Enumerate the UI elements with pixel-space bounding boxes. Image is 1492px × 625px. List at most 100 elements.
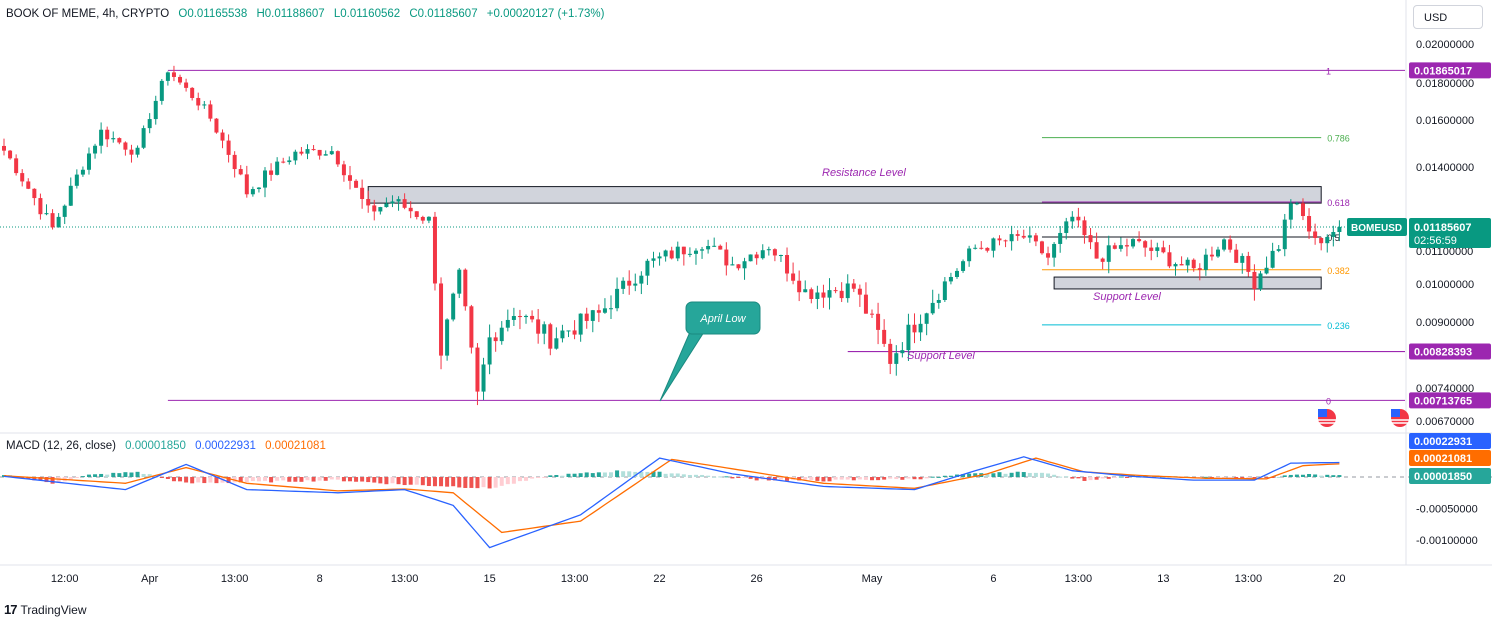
tradingview-icon: 17 bbox=[4, 602, 18, 617]
candle-body bbox=[1282, 219, 1287, 250]
fib-label-0-236: 0.236 bbox=[1327, 321, 1350, 331]
candle bbox=[111, 131, 116, 143]
candle bbox=[578, 313, 583, 342]
symbol-label[interactable]: BOOK OF MEME, 4h, CRYPTO bbox=[6, 8, 170, 20]
price-tick: 0.00900000 bbox=[1416, 317, 1474, 329]
price-tick: 0.01800000 bbox=[1416, 78, 1474, 90]
support-price-tag: 0.00828393 bbox=[1409, 343, 1491, 360]
candle-body bbox=[68, 185, 73, 206]
candle-body bbox=[384, 203, 389, 208]
price-tick: 0.01400000 bbox=[1416, 162, 1474, 174]
candle bbox=[62, 204, 67, 225]
candle-body bbox=[275, 161, 280, 175]
candle-body bbox=[1179, 264, 1184, 266]
macd-hist-bar bbox=[633, 471, 638, 477]
candle-body bbox=[669, 250, 674, 259]
candle-body bbox=[481, 364, 486, 392]
macd-hist-bar bbox=[645, 471, 650, 477]
currency-button[interactable]: USD bbox=[1413, 5, 1483, 29]
candle bbox=[396, 196, 401, 211]
candle-body bbox=[748, 254, 753, 262]
macd-hist-bar bbox=[32, 477, 37, 481]
macd-hist-bar bbox=[1216, 477, 1220, 478]
macd-hist-bar bbox=[681, 474, 686, 477]
macd-hist-bar bbox=[1246, 477, 1251, 478]
candle-body bbox=[906, 324, 911, 351]
candle-body bbox=[851, 283, 856, 289]
candle-body bbox=[633, 283, 638, 286]
candle bbox=[2, 138, 6, 156]
candle bbox=[1216, 246, 1220, 258]
candle bbox=[1149, 239, 1154, 261]
candle-body bbox=[542, 324, 547, 334]
candle bbox=[305, 144, 310, 160]
annotations: Resistance Level Support Level Support Lev… bbox=[659, 167, 1161, 402]
candle bbox=[1325, 234, 1330, 253]
candle bbox=[1021, 229, 1026, 240]
candle bbox=[700, 246, 705, 259]
callout-pointer bbox=[659, 331, 705, 402]
candle-body bbox=[1222, 239, 1227, 250]
candle-body bbox=[706, 246, 711, 250]
macd-hist-bar bbox=[706, 475, 711, 477]
macd-hist-bar bbox=[184, 477, 189, 483]
support-upper-label: Support Level bbox=[1093, 291, 1161, 303]
signal-value-tag-bg bbox=[1409, 450, 1491, 466]
candle bbox=[1124, 238, 1129, 257]
candle bbox=[287, 156, 292, 165]
macd-hist-bar bbox=[426, 477, 431, 487]
candle-body bbox=[1228, 239, 1233, 250]
macd-hist-bar bbox=[785, 477, 790, 481]
macd-hist-bar bbox=[845, 477, 850, 480]
close-value: C0.01185607 bbox=[409, 8, 478, 20]
macd-value-tag: 0.00022931 bbox=[1409, 433, 1491, 449]
macd-line bbox=[3, 456, 1340, 549]
macd-hist-bar bbox=[1288, 474, 1293, 477]
candle bbox=[420, 215, 425, 224]
macd-hist-bar bbox=[141, 473, 146, 477]
candle-body bbox=[560, 330, 565, 339]
candle bbox=[821, 284, 826, 308]
candle bbox=[596, 304, 601, 323]
candle-body bbox=[244, 174, 249, 195]
candle bbox=[317, 149, 322, 160]
candle bbox=[1185, 257, 1190, 273]
candle bbox=[123, 141, 128, 156]
candle-body bbox=[681, 246, 686, 255]
candle-body bbox=[827, 290, 832, 298]
macd-label[interactable]: MACD (12, 26, close) bbox=[6, 440, 116, 452]
candle bbox=[269, 163, 274, 181]
candle bbox=[1282, 213, 1287, 257]
candle bbox=[548, 322, 553, 356]
macd-hist-bar bbox=[74, 477, 79, 478]
candle bbox=[281, 157, 286, 164]
tradingview-logo[interactable]: 17 TradingView bbox=[4, 602, 87, 617]
candle bbox=[244, 165, 249, 198]
candle bbox=[190, 87, 195, 101]
candle bbox=[263, 167, 268, 198]
us-flag-icon bbox=[1318, 409, 1336, 427]
candle bbox=[1131, 238, 1136, 249]
candle bbox=[20, 169, 25, 187]
candle bbox=[178, 74, 183, 85]
macd-hist-bar bbox=[493, 477, 498, 488]
candle bbox=[14, 154, 19, 176]
candle bbox=[524, 314, 529, 324]
candle-body bbox=[821, 292, 826, 298]
candle-body bbox=[1118, 245, 1123, 249]
macd-hist-bar bbox=[1118, 476, 1123, 478]
candle bbox=[1270, 242, 1275, 269]
candle bbox=[967, 245, 972, 267]
candle bbox=[530, 310, 535, 323]
macd-hist-bar bbox=[250, 477, 255, 482]
candle bbox=[517, 309, 522, 330]
macd-hist-bar bbox=[742, 477, 747, 478]
macd-hist-bar bbox=[669, 473, 674, 477]
candle bbox=[778, 254, 783, 262]
candle-body bbox=[1033, 235, 1038, 242]
macd-hist-bar bbox=[275, 477, 280, 481]
macd-hist-bar bbox=[596, 472, 601, 477]
candle bbox=[1027, 226, 1032, 243]
macd-hist-bar bbox=[809, 477, 814, 480]
